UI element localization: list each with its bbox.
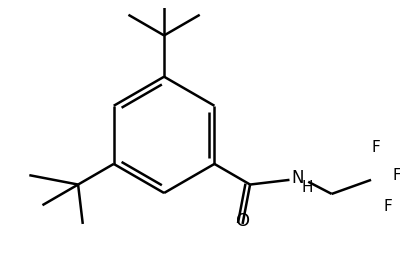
Text: F: F (393, 168, 400, 183)
Text: F: F (384, 199, 392, 214)
Text: N: N (291, 169, 304, 187)
Text: H: H (302, 180, 313, 195)
Text: F: F (371, 140, 380, 154)
Text: O: O (236, 211, 250, 229)
